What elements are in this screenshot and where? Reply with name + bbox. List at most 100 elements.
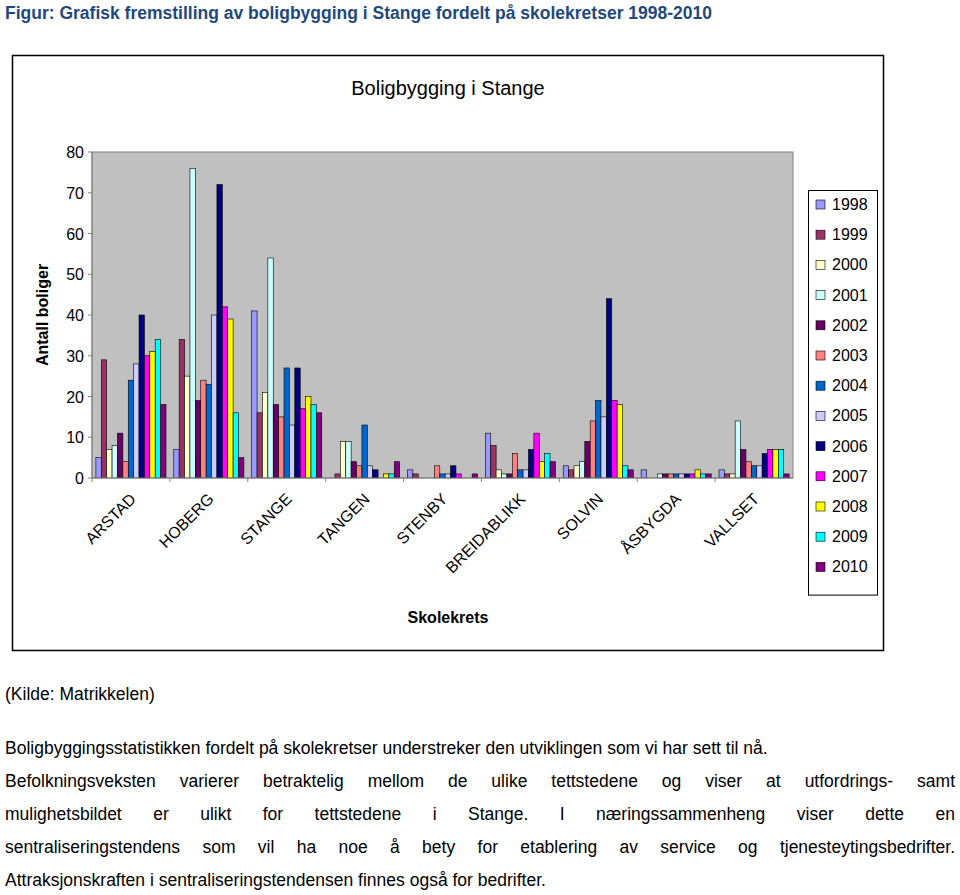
bar	[185, 376, 190, 478]
legend-label: 2010	[832, 558, 868, 575]
y-tick-label: 50	[66, 266, 84, 283]
legend-swatch	[816, 411, 825, 420]
bar	[233, 413, 238, 478]
bar	[306, 397, 311, 479]
bar	[295, 368, 300, 478]
bar	[673, 474, 678, 478]
bar	[284, 368, 289, 478]
body-text-line: mulighetsbildet er ulikt for tettstedene…	[5, 804, 955, 825]
bar	[413, 474, 418, 478]
bar	[107, 449, 112, 478]
x-tick-label: SOLVIN	[554, 490, 607, 543]
bar	[612, 401, 617, 478]
x-tick-label: ARSTAD	[82, 490, 139, 547]
bar	[362, 425, 367, 478]
y-tick	[88, 396, 92, 397]
legend-label: 2007	[832, 468, 868, 485]
bar	[684, 474, 689, 478]
bar	[778, 449, 783, 478]
legend-swatch	[816, 200, 825, 209]
x-tick	[559, 478, 560, 482]
bar	[762, 454, 767, 478]
y-tick-label: 70	[66, 185, 84, 202]
bar	[719, 470, 724, 478]
legend-label: 2003	[832, 347, 868, 364]
bar	[346, 441, 351, 478]
bar	[512, 454, 517, 478]
legend-label: 2008	[832, 498, 868, 515]
x-tick-label: STANGE	[237, 490, 295, 548]
bar	[700, 474, 705, 478]
legend-label: 2000	[832, 256, 868, 273]
x-tick	[92, 478, 93, 482]
bar	[528, 449, 533, 478]
bar	[123, 462, 128, 478]
bar	[507, 474, 512, 478]
bar	[340, 441, 345, 478]
y-tick	[88, 152, 92, 153]
legend-swatch	[816, 472, 825, 481]
bar	[128, 380, 133, 478]
bar	[518, 470, 523, 478]
bar	[569, 470, 574, 478]
bar	[252, 311, 257, 478]
y-tick-label: 40	[66, 307, 84, 324]
x-tick	[247, 478, 248, 482]
y-tick-label: 10	[66, 429, 84, 446]
x-tick	[715, 478, 716, 482]
y-tick	[88, 355, 92, 356]
bar	[373, 470, 378, 478]
chart-frame	[13, 56, 884, 651]
y-tick	[88, 274, 92, 275]
y-tick-label: 30	[66, 348, 84, 365]
bar	[155, 339, 160, 478]
bar	[201, 380, 206, 478]
y-tick	[88, 315, 92, 316]
bar	[179, 339, 184, 478]
bar	[585, 441, 590, 478]
body-text-line: Attraksjonskraften i sentraliseringstend…	[5, 870, 955, 891]
bar	[606, 299, 611, 478]
bar	[496, 470, 501, 478]
legend-swatch	[816, 442, 825, 451]
x-tick	[325, 478, 326, 482]
bar	[534, 433, 539, 478]
bar	[601, 417, 606, 478]
bar	[574, 466, 579, 478]
bar	[273, 405, 278, 478]
x-tick	[403, 478, 404, 482]
figure-caption: Figur: Grafisk fremstilling av boligbygg…	[5, 3, 712, 23]
x-tick-label: ÅSBYGDA	[617, 489, 685, 557]
x-axis-label: Skolekrets	[408, 609, 489, 626]
x-tick-label: STENBY	[393, 490, 451, 548]
bar	[238, 458, 243, 478]
bar	[757, 466, 762, 478]
legend-label: 2004	[832, 377, 868, 394]
bar	[623, 466, 628, 478]
bar	[300, 409, 305, 478]
bar	[735, 421, 740, 478]
bar	[335, 474, 340, 478]
bars	[96, 168, 789, 478]
bar	[751, 466, 756, 478]
y-tick-label: 20	[66, 389, 84, 406]
bar	[445, 474, 450, 478]
bar	[279, 417, 284, 478]
bar	[706, 474, 711, 478]
bar	[663, 474, 668, 478]
bar	[695, 470, 700, 478]
bar	[679, 474, 684, 478]
chart-page: Figur: Grafisk fremstilling av boligbygg…	[0, 0, 960, 700]
y-tick	[88, 233, 92, 234]
bar	[523, 470, 528, 478]
x-tick	[481, 478, 482, 482]
bar	[628, 470, 633, 478]
body-text-line: Boligbyggingsstatistikken fordelt på sko…	[5, 738, 955, 759]
body-text-line: sentraliseringstendens som vil ha noe å …	[5, 837, 955, 858]
y-axis-label: Antall boliger	[34, 264, 51, 366]
body-text-line: Befolkningsveksten varierer betraktelig …	[5, 771, 955, 792]
legend-label: 2005	[832, 407, 868, 424]
y-tick	[88, 192, 92, 193]
x-tick	[169, 478, 170, 482]
bar	[351, 462, 356, 478]
